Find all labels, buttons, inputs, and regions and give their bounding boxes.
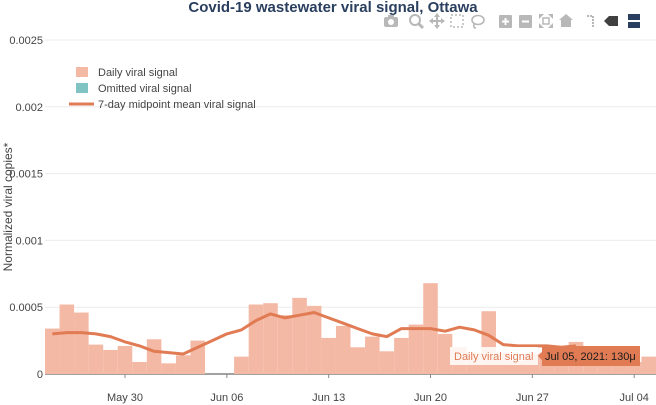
daily-bar[interactable]	[263, 303, 278, 374]
daily-bar[interactable]	[103, 349, 118, 374]
y-tick-label: 0.0015	[9, 169, 43, 181]
mean-viral-signal-line[interactable]	[52, 311, 577, 356]
reset-axes-icon[interactable]	[559, 14, 573, 27]
daily-bar[interactable]	[59, 304, 75, 374]
daily-bar[interactable]	[408, 324, 424, 374]
daily-bar[interactable]	[74, 312, 89, 374]
legend-label-mean[interactable]: 7-day midpoint mean viral signal	[98, 99, 256, 111]
lasso-icon[interactable]	[471, 14, 485, 29]
y-tick-label: 0.001	[15, 235, 43, 247]
daily-bar[interactable]	[277, 315, 293, 374]
autoscale-icon[interactable]	[539, 14, 553, 28]
pan-icon[interactable]	[429, 13, 445, 29]
daily-bar[interactable]	[365, 336, 380, 374]
zoom-in-icon[interactable]	[499, 15, 512, 28]
daily-bar[interactable]	[321, 337, 336, 374]
y-axis-label: Normalized viral copies*	[1, 142, 15, 271]
y-tick-label: 0.0005	[9, 302, 43, 314]
daily-bar[interactable]	[335, 325, 351, 374]
modebar	[384, 13, 640, 30]
x-tick-label: Jul 04	[619, 392, 648, 404]
daily-bar[interactable]	[146, 339, 162, 374]
camera-icon[interactable]	[384, 15, 398, 27]
y-axis: 0 0.0005 0.001 0.0015 0.002 0.0025	[9, 35, 43, 381]
daily-bar[interactable]	[612, 363, 627, 374]
hover-closest-icon[interactable]	[604, 16, 618, 26]
daily-bar[interactable]	[350, 347, 366, 374]
x-tick-label: Jun 27	[516, 392, 549, 404]
zoom-icon[interactable]	[409, 14, 425, 30]
hover-tooltip: Daily viral signal Jul 05, 2021: 130μ	[450, 346, 640, 366]
legend-label-omitted[interactable]: Omitted viral signal	[98, 83, 192, 95]
box-select-icon[interactable]	[450, 14, 464, 28]
hover-label-bg	[450, 347, 538, 365]
y-tick-label: 0	[37, 369, 43, 381]
daily-bar[interactable]	[161, 363, 176, 374]
chart-title: Covid-19 wastewater viral signal, Ottawa	[188, 0, 478, 16]
daily-bar[interactable]	[437, 333, 453, 374]
daily-bar[interactable]	[132, 361, 147, 374]
x-tick-label: Jun 20	[414, 392, 447, 404]
daily-bar[interactable]	[117, 345, 133, 374]
hover-series-label: Daily viral signal	[454, 351, 533, 363]
daily-bar[interactable]	[583, 363, 598, 374]
x-tick-label: Jun 06	[210, 392, 243, 404]
legend-swatch-daily[interactable]	[76, 67, 88, 77]
daily-bar[interactable]	[88, 344, 104, 374]
spike-lines-icon[interactable]	[587, 15, 594, 27]
x-axis: May 30 Jun 06 Jun 13 Jun 20 Jun 27 Jul 04	[107, 374, 649, 404]
daily-bar[interactable]	[175, 355, 191, 374]
y-tick-label: 0.0025	[9, 35, 43, 47]
daily-bar[interactable]	[554, 365, 569, 374]
legend-swatch-omitted[interactable]	[76, 83, 88, 93]
x-tick-label: May 30	[107, 392, 143, 404]
hover-compare-icon[interactable]	[628, 14, 640, 28]
y-tick-label: 0.002	[15, 102, 43, 114]
daily-bar[interactable]	[641, 356, 656, 374]
plot-area[interactable]	[45, 40, 656, 374]
legend-label-daily[interactable]: Daily viral signal	[98, 67, 177, 79]
hover-value-box	[538, 346, 640, 366]
daily-bar[interactable]	[45, 328, 60, 374]
x-tick-label: Jun 13	[312, 392, 345, 404]
daily-bar[interactable]	[379, 351, 395, 374]
legend: Daily viral signal Omitted viral signal …	[69, 67, 256, 111]
hover-value: Jul 05, 2021: 130μ	[545, 351, 636, 363]
zoom-out-icon[interactable]	[519, 15, 532, 28]
daily-bar[interactable]	[306, 305, 322, 374]
daily-bar[interactable]	[248, 304, 264, 374]
daily-bar[interactable]	[234, 356, 249, 374]
daily-bar[interactable]	[292, 297, 307, 374]
mean-line-group	[52, 311, 577, 356]
daily-bar[interactable]	[394, 337, 409, 374]
